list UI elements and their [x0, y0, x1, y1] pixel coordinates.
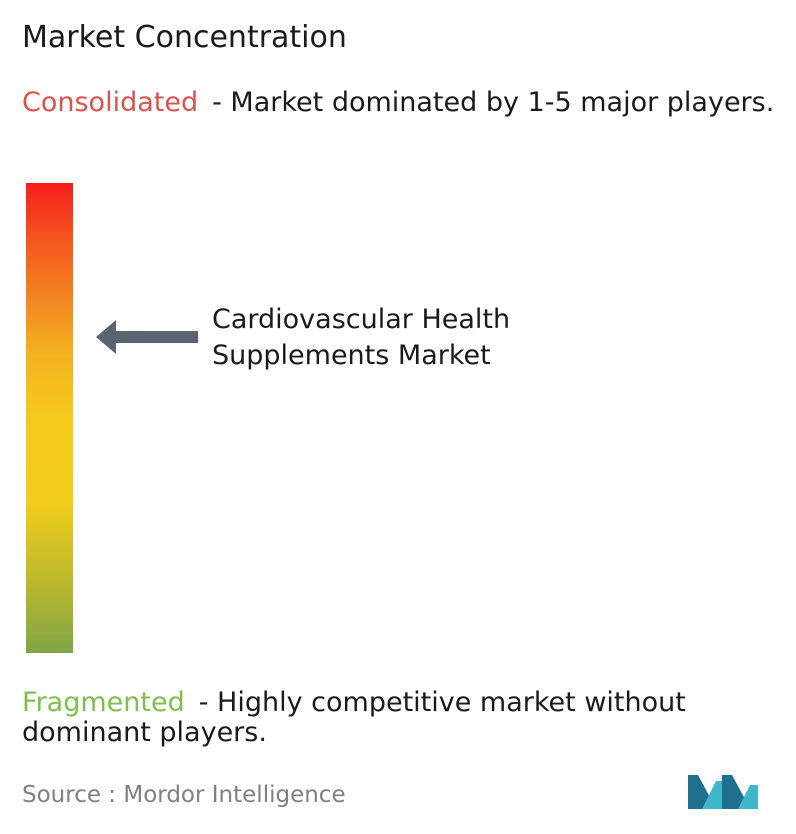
- chart-title: Market Concentration: [22, 20, 347, 55]
- market-label-line-2: Supplements Market: [212, 340, 491, 371]
- market-label: Cardiovascular Health Supplements Market: [212, 302, 632, 374]
- consolidated-description-block: Consolidated - Market dominated by 1-5 ma…: [22, 88, 792, 118]
- mordor-intelligence-logo-icon: [688, 775, 758, 809]
- fragmented-description-block: Fragmented - Highly competitive market wi…: [22, 688, 792, 748]
- consolidated-description: - Market dominated by 1-5 major players.: [212, 87, 775, 118]
- market-label-line-1: Cardiovascular Health: [212, 304, 511, 335]
- market-position-arrow-icon: [96, 320, 198, 354]
- fragmented-term: Fragmented: [22, 687, 185, 718]
- source-note: Source : Mordor Intelligence: [22, 782, 346, 808]
- fragmented-description: - Highly competitive market without domi…: [22, 687, 686, 748]
- concentration-gradient-bar: [26, 183, 73, 653]
- consolidated-term: Consolidated: [22, 87, 199, 118]
